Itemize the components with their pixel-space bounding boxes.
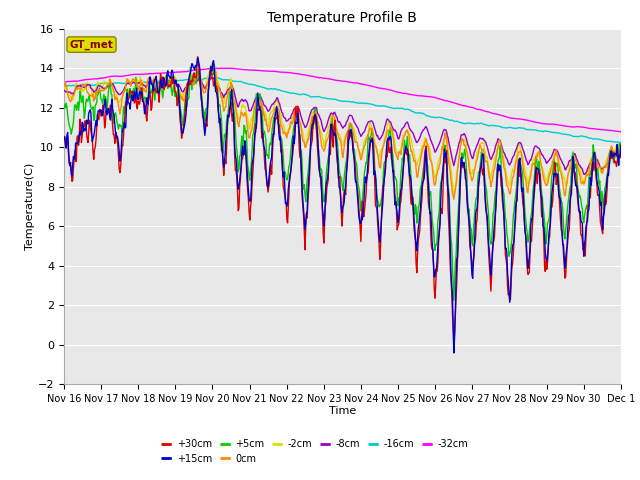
X-axis label: Time: Time xyxy=(329,407,356,417)
Legend: +30cm, +15cm, +5cm, 0cm, -2cm, -8cm, -16cm, -32cm: +30cm, +15cm, +5cm, 0cm, -2cm, -8cm, -16… xyxy=(157,435,472,468)
Text: GT_met: GT_met xyxy=(70,39,113,50)
Title: Temperature Profile B: Temperature Profile B xyxy=(268,11,417,25)
Y-axis label: Temperature(C): Temperature(C) xyxy=(25,163,35,250)
